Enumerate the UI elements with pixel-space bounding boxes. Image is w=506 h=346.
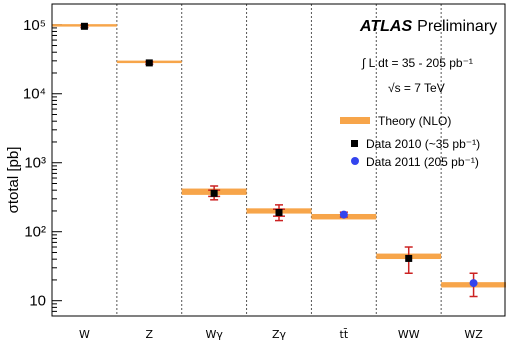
data-2011-point bbox=[469, 279, 478, 288]
data-2010-series bbox=[80, 22, 413, 274]
data-2010-point bbox=[275, 208, 283, 216]
legend-data2010-label: Data 2010 (~35 pb⁻¹) bbox=[366, 137, 480, 151]
y-tick-label: 10² bbox=[24, 224, 46, 241]
legend-data2010-marker bbox=[351, 140, 358, 147]
data-2011-point bbox=[339, 210, 348, 219]
y-tick-label: 10⁵ bbox=[23, 17, 46, 34]
data-2011-series bbox=[339, 210, 478, 298]
y-axis-ticks: 10 10² 10³ 10⁴ 10⁵ bbox=[23, 3, 62, 317]
energy-text: √s = 7 TeV bbox=[388, 81, 445, 95]
luminosity-text: ∫ L dt = 35 - 205 pb⁻¹ bbox=[361, 56, 473, 70]
x-category-label: tt̄ bbox=[340, 328, 349, 341]
y-tick-label: 10³ bbox=[24, 155, 46, 172]
y-tick-label: 10⁴ bbox=[23, 86, 46, 103]
x-category-label: WZ bbox=[464, 328, 483, 341]
x-category-label: WW bbox=[398, 328, 420, 341]
x-category-label: Wγ bbox=[205, 328, 223, 341]
y-tick-label: 10 bbox=[29, 293, 46, 310]
x-axis-categories: W Z Wγ Zγ tt̄ WW WZ bbox=[79, 328, 483, 341]
atlas-label: ATLAS Preliminary bbox=[359, 18, 497, 35]
data-2010-point bbox=[145, 59, 153, 67]
legend-data2011-label: Data 2011 (205 pb⁻¹) bbox=[366, 155, 479, 169]
legend-theory-swatch bbox=[340, 117, 370, 124]
data-2010-point bbox=[210, 189, 218, 197]
data-2010-point bbox=[80, 22, 88, 30]
data-2010-point bbox=[405, 254, 413, 262]
category-separators bbox=[116, 4, 442, 316]
atlas-label-bold: ATLAS bbox=[359, 18, 412, 35]
y-axis-label-text: σtotal [pb] bbox=[5, 147, 22, 214]
atlas-label-rest: Preliminary bbox=[417, 18, 497, 35]
x-category-label: Zγ bbox=[272, 328, 287, 341]
y-axis-label: σtotal [pb] bbox=[5, 147, 22, 214]
x-category-label: W bbox=[79, 328, 90, 341]
legend: Theory (NLO) Data 2010 (~35 pb⁻¹) Data 2… bbox=[340, 114, 480, 169]
x-category-label: Z bbox=[146, 328, 154, 341]
plot-frame bbox=[51, 3, 506, 317]
legend-data2011-marker bbox=[351, 157, 359, 165]
legend-theory-label: Theory (NLO) bbox=[378, 114, 451, 128]
